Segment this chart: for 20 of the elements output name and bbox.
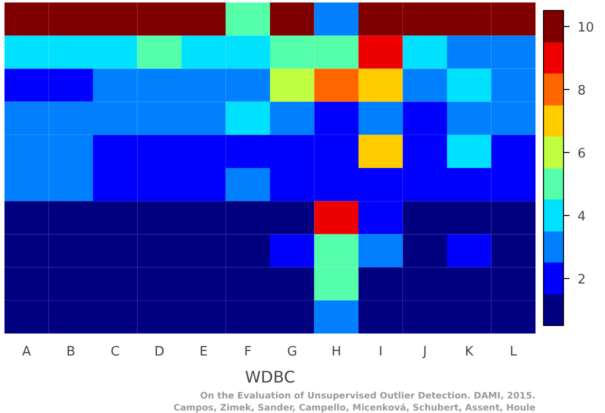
x-tick-label: L bbox=[510, 344, 518, 360]
x-tick-label: G bbox=[287, 344, 298, 360]
x-tick-label: F bbox=[244, 344, 252, 360]
x-tick-label: I bbox=[378, 344, 383, 360]
x-axis-title: WDBC bbox=[244, 368, 296, 386]
x-tick-label: H bbox=[331, 344, 342, 360]
color-bar-label: 10 bbox=[578, 20, 594, 36]
x-tick-label: E bbox=[200, 344, 208, 360]
color-bar-label: 2 bbox=[578, 272, 586, 288]
x-tick-label: J bbox=[422, 344, 427, 360]
color-bar-label: 6 bbox=[578, 146, 586, 162]
x-tick-label: D bbox=[154, 344, 164, 360]
color-bar-label: 4 bbox=[578, 209, 586, 224]
text: Campos, Zimek, Sander, Campello, Micenková, Schubert, Assent, Houle bbox=[173, 402, 536, 413]
color-bar-label: 8 bbox=[578, 83, 586, 98]
x-tick-label: B bbox=[66, 344, 76, 360]
text: On the Evaluation of Unsupervised Outlier Detection. DAMI, 2015. bbox=[200, 392, 536, 402]
x-tick-label: A bbox=[22, 344, 32, 360]
x-tick-label: C bbox=[110, 344, 120, 360]
x-tick-label: K bbox=[464, 344, 474, 360]
